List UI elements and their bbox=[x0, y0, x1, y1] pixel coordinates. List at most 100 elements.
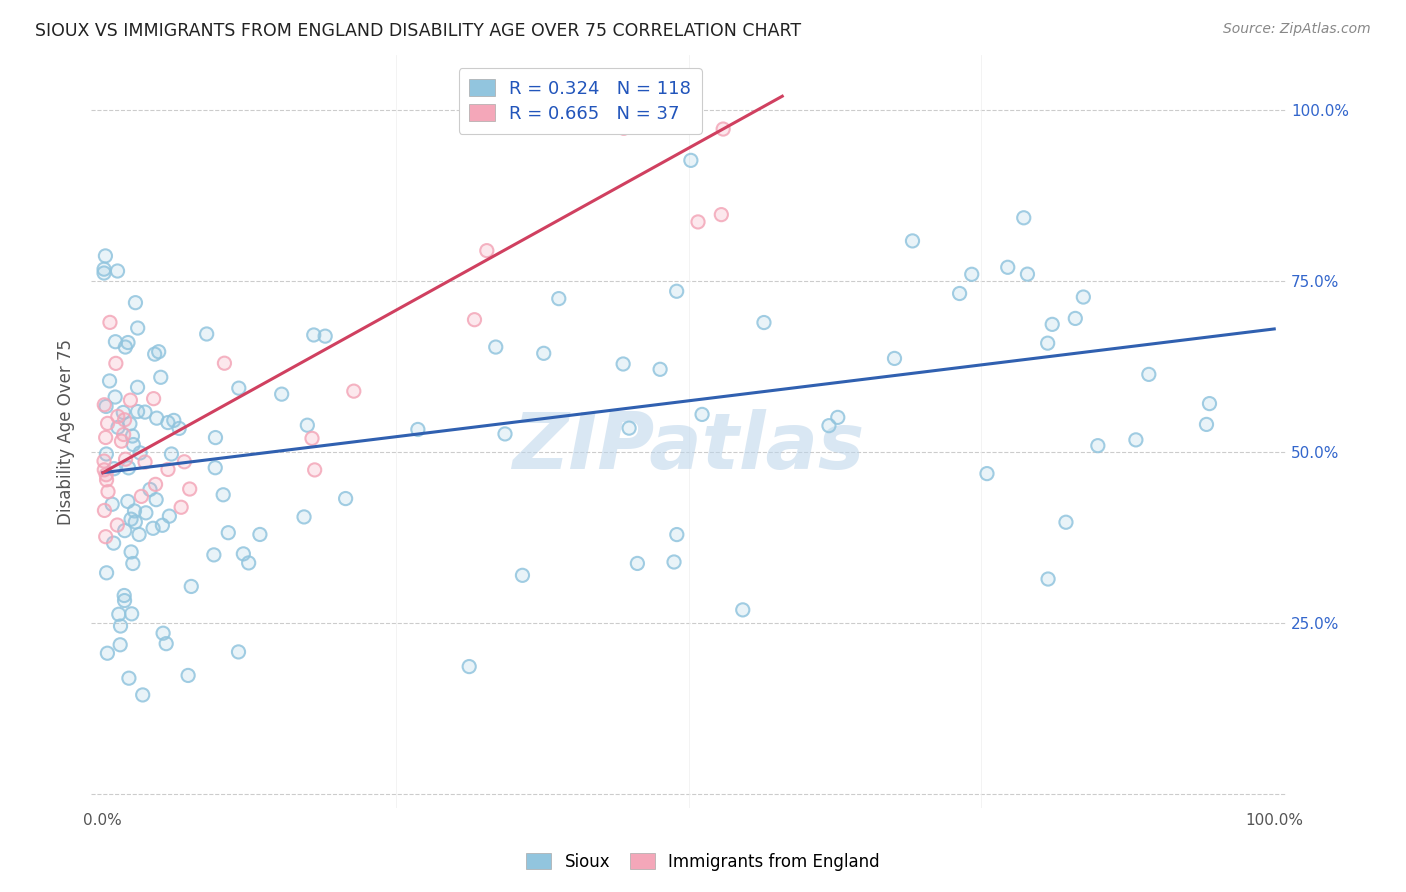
Point bbox=[997, 260, 1019, 275]
Point bbox=[112, 405, 135, 419]
Point bbox=[463, 312, 485, 326]
Text: ZIPatlas: ZIPatlas bbox=[512, 409, 865, 484]
Point bbox=[238, 556, 260, 570]
Point bbox=[1054, 515, 1077, 529]
Point bbox=[117, 460, 139, 475]
Point bbox=[94, 430, 117, 444]
Point bbox=[547, 292, 569, 306]
Point bbox=[167, 421, 190, 435]
Point bbox=[1040, 318, 1063, 332]
Point bbox=[212, 488, 235, 502]
Point bbox=[110, 434, 132, 449]
Point bbox=[302, 328, 325, 343]
Point bbox=[665, 285, 688, 299]
Point bbox=[127, 404, 149, 418]
Point bbox=[292, 510, 315, 524]
Point bbox=[1036, 336, 1059, 351]
Point bbox=[1036, 572, 1059, 586]
Point bbox=[101, 497, 124, 511]
Point bbox=[195, 326, 218, 341]
Point bbox=[204, 431, 226, 445]
Point bbox=[1064, 311, 1087, 326]
Point bbox=[1012, 211, 1035, 225]
Legend: Sioux, Immigrants from England: Sioux, Immigrants from England bbox=[517, 845, 889, 880]
Point bbox=[547, 292, 569, 306]
Point bbox=[93, 266, 115, 280]
Point bbox=[148, 344, 170, 359]
Point bbox=[612, 357, 634, 371]
Point bbox=[135, 506, 157, 520]
Point bbox=[142, 392, 165, 406]
Point bbox=[1017, 267, 1039, 281]
Point bbox=[93, 454, 115, 468]
Point bbox=[108, 638, 131, 652]
Point bbox=[107, 409, 129, 424]
Point bbox=[512, 568, 534, 582]
Point bbox=[120, 393, 142, 408]
Point bbox=[711, 122, 734, 136]
Point bbox=[134, 405, 156, 419]
Point bbox=[883, 351, 905, 366]
Point bbox=[976, 467, 998, 481]
Point bbox=[1036, 572, 1059, 586]
Point bbox=[96, 473, 118, 487]
Point bbox=[93, 463, 115, 477]
Point bbox=[94, 467, 117, 482]
Point bbox=[679, 153, 702, 168]
Point bbox=[139, 483, 162, 497]
Point bbox=[613, 121, 636, 136]
Point bbox=[157, 509, 180, 524]
Point bbox=[960, 268, 983, 282]
Point bbox=[114, 524, 136, 538]
Point bbox=[121, 607, 143, 621]
Point bbox=[129, 446, 152, 460]
Point bbox=[129, 446, 152, 460]
Point bbox=[107, 607, 129, 622]
Point bbox=[152, 518, 174, 533]
Point bbox=[110, 619, 132, 633]
Point bbox=[96, 646, 118, 660]
Point bbox=[1087, 439, 1109, 453]
Point bbox=[173, 455, 195, 469]
Point bbox=[180, 579, 202, 593]
Point bbox=[302, 328, 325, 343]
Point bbox=[613, 121, 636, 136]
Point bbox=[128, 527, 150, 541]
Point bbox=[901, 234, 924, 248]
Point bbox=[134, 405, 156, 419]
Point bbox=[485, 340, 508, 354]
Point bbox=[94, 249, 117, 263]
Point bbox=[131, 688, 153, 702]
Point bbox=[96, 566, 118, 580]
Point bbox=[195, 326, 218, 341]
Point bbox=[124, 515, 146, 529]
Point bbox=[148, 344, 170, 359]
Point bbox=[458, 659, 481, 673]
Point bbox=[131, 489, 153, 503]
Point bbox=[114, 340, 136, 354]
Point bbox=[406, 422, 429, 436]
Point bbox=[107, 409, 129, 424]
Point bbox=[127, 404, 149, 418]
Point bbox=[121, 429, 143, 443]
Point bbox=[107, 264, 129, 278]
Point bbox=[149, 370, 172, 384]
Point bbox=[1087, 439, 1109, 453]
Point bbox=[626, 557, 648, 571]
Point bbox=[475, 244, 498, 258]
Point bbox=[145, 411, 167, 425]
Point bbox=[665, 285, 688, 299]
Point bbox=[134, 455, 156, 469]
Point bbox=[976, 467, 998, 481]
Point bbox=[301, 431, 323, 445]
Point bbox=[117, 460, 139, 475]
Point bbox=[710, 208, 733, 222]
Point bbox=[103, 461, 125, 475]
Text: SIOUX VS IMMIGRANTS FROM ENGLAND DISABILITY AGE OVER 75 CORRELATION CHART: SIOUX VS IMMIGRANTS FROM ENGLAND DISABIL… bbox=[35, 22, 801, 40]
Point bbox=[94, 530, 117, 544]
Point bbox=[107, 607, 129, 622]
Point bbox=[104, 356, 127, 370]
Point bbox=[112, 427, 135, 442]
Text: Source: ZipAtlas.com: Source: ZipAtlas.com bbox=[1223, 22, 1371, 37]
Point bbox=[96, 447, 118, 461]
